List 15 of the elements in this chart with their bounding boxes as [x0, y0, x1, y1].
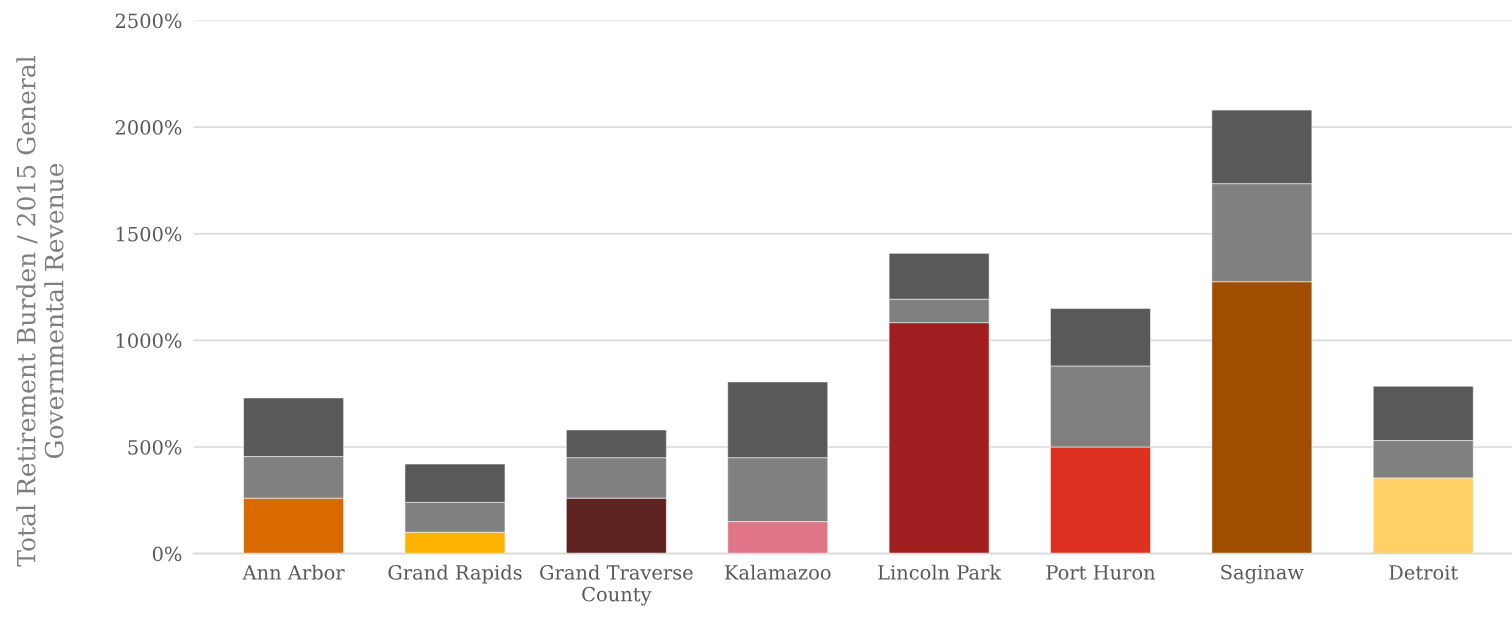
x-tick-label: Kalamazoo [724, 564, 831, 580]
y-axis-title: Total Retirement Burden / 2015 General Governmental Revenue [16, 56, 64, 567]
y-tick-label: 1500% [116, 226, 182, 242]
y-tick-label: 2000% [115, 120, 182, 135]
x-tick-label: Ann Arbor [242, 564, 345, 580]
y-tick-label: 0% [152, 546, 182, 562]
y-tick-label: 500% [128, 439, 182, 455]
x-tick-label: Grand Traverse County [540, 564, 693, 606]
x-tick-label: Saginaw [1221, 564, 1304, 584]
x-tick-label: Lincoln Park [878, 564, 1002, 580]
x-tick-label: Grand Rapids [388, 564, 522, 584]
x-tick-label: Detroit [1389, 565, 1459, 580]
x-tick-label: Port Huron [1046, 565, 1156, 580]
y-tick-label: 2500% [115, 13, 182, 29]
y-tick-label: 1000% [116, 333, 182, 349]
